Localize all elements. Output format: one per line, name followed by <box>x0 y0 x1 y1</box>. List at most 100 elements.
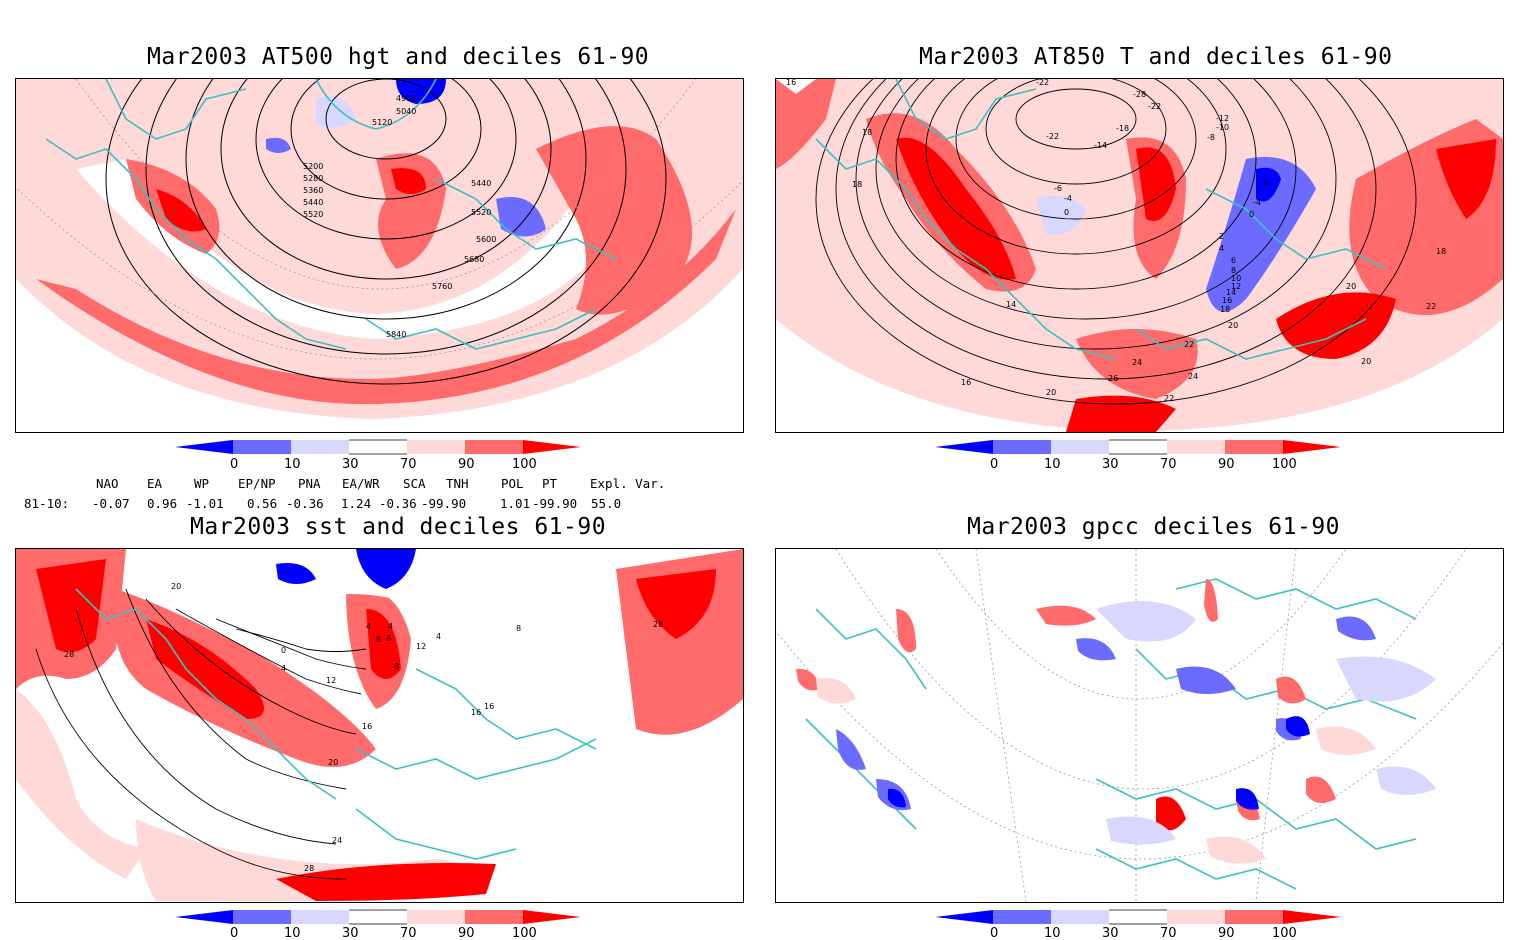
contour-label: 5120 <box>372 118 392 127</box>
colorbar-swatch <box>349 440 407 454</box>
colorbar-tick: 70 <box>1160 926 1177 940</box>
index-header: PT <box>542 476 558 491</box>
colorbar-swatch <box>1283 910 1341 924</box>
contour-label: 22 <box>1164 394 1174 403</box>
contour-label: -12 <box>1216 114 1229 123</box>
contour-label: 4 <box>436 632 441 641</box>
contour-label: 20 <box>1346 282 1356 291</box>
colorbar-tick: 10 <box>284 926 301 940</box>
contour-label: 18 <box>1436 247 1446 256</box>
contour-label: 8 <box>386 634 391 643</box>
index-row-label: 81-10: <box>24 496 70 511</box>
contour-label: 22 <box>1426 302 1436 311</box>
index-header: SCA <box>403 476 426 491</box>
contour-label: 24 <box>1132 358 1142 367</box>
contour-label: 4960 <box>396 94 416 103</box>
colorbar-swatch <box>291 440 349 454</box>
contour-label: 16 <box>362 722 372 731</box>
contour-label: 5360 <box>303 186 323 195</box>
index-value: 1.24 <box>341 496 372 511</box>
contour-label: 12 <box>416 642 426 651</box>
colorbar-tick: 90 <box>1218 457 1235 472</box>
colorbar-swatch <box>465 440 523 454</box>
index-value: 1.01 <box>500 496 531 511</box>
colorbar-tick: 0 <box>990 926 998 940</box>
contour-label: 8 <box>516 624 521 633</box>
colorbar-tick: 100 <box>512 457 537 472</box>
contour-label: -18 <box>1116 124 1129 133</box>
colorbar-t850: 0 10 30 70 90 100 <box>935 439 1355 476</box>
contour-label: 16 <box>786 79 796 87</box>
colorbar-tick: 90 <box>1218 926 1235 940</box>
contour-label: 16 <box>961 378 971 387</box>
colorbar-swatch <box>1109 440 1167 454</box>
contour-label: 0 <box>1249 210 1254 219</box>
contour-label: 5680 <box>464 255 484 264</box>
contour-label: 4 <box>1219 244 1224 253</box>
colorbar-swatch <box>349 910 407 924</box>
contour-label: 24 <box>1188 372 1198 381</box>
colorbar-tick: 100 <box>512 926 537 940</box>
contour-label: 5040 <box>396 107 416 116</box>
colorbar-tick: 0 <box>230 926 238 940</box>
colorbar-swatch <box>291 910 349 924</box>
colorbar-tick: 70 <box>1160 457 1177 472</box>
panel-title-sst: Mar2003 sst and deciles 61-90 <box>190 514 607 540</box>
contour-label: -10 <box>1216 123 1229 132</box>
colorbar-swatch <box>233 440 291 454</box>
contour-label: 18 <box>1220 305 1230 314</box>
panel-title-t850: Mar2003 AT850 T and deciles 61-90 <box>919 44 1393 70</box>
colorbar-tick: 10 <box>284 457 301 472</box>
index-header: EA <box>147 476 163 491</box>
colorbar-tick: 30 <box>342 457 359 472</box>
colorbar-swatch <box>1167 440 1225 454</box>
colorbar-swatch <box>1051 440 1109 454</box>
colorbar-tick: 70 <box>400 926 417 940</box>
index-value: -99.90 <box>532 496 578 511</box>
colorbar-swatch <box>1225 910 1283 924</box>
contour-label: 16 <box>1222 296 1232 305</box>
colorbar-swatch <box>465 910 523 924</box>
index-header: PNA <box>298 476 321 491</box>
colorbar-swatch <box>175 440 233 454</box>
contour-label: 4 <box>366 622 371 631</box>
index-header: WP <box>194 476 210 491</box>
colorbar-swatch <box>993 910 1051 924</box>
colorbar-tick: 30 <box>1102 926 1119 940</box>
contour-label: 28 <box>304 864 314 873</box>
contour-label: -22 <box>1036 79 1049 87</box>
colorbar-tick: 90 <box>458 457 475 472</box>
contour-label: 14 <box>1006 300 1016 309</box>
contour-label: 16 <box>471 708 481 717</box>
contour-label: 12 <box>1231 282 1241 291</box>
colorbar-swatch <box>993 440 1051 454</box>
contour-label: 4 <box>388 622 393 631</box>
contour-label: 28 <box>64 650 74 659</box>
colorbar-swatch <box>175 910 233 924</box>
contour-label: 20 <box>1228 321 1238 330</box>
colorbar-gpcc: 0 10 30 70 90 100 <box>935 909 1355 940</box>
index-header: TNH <box>446 476 469 491</box>
index-header: POL <box>501 476 524 491</box>
contour-label: -6 <box>1261 178 1269 187</box>
colorbar-swatch <box>935 910 993 924</box>
index-value: -99.90 <box>421 496 467 511</box>
colorbar-sst: 0 10 30 70 90 100 <box>175 909 595 940</box>
contour-label: 5200 <box>303 162 323 171</box>
panel-title-z500: Mar2003 AT500 hgt and deciles 61-90 <box>147 44 650 70</box>
colorbar-tick: 10 <box>1044 926 1061 940</box>
colorbar-swatch <box>1167 910 1225 924</box>
contour-label: -22 <box>1148 102 1161 111</box>
colorbar-swatch <box>935 440 993 454</box>
index-header: EP/NP <box>238 476 276 491</box>
colorbar-tick: 10 <box>1044 457 1061 472</box>
contour-label: 20 <box>1361 357 1371 366</box>
contour-label: 5520 <box>471 208 491 217</box>
contour-label: 5520 <box>303 210 323 219</box>
index-header: Expl. Var. <box>590 476 666 491</box>
contour-label: 5840 <box>386 330 406 339</box>
colorbar-tick: 70 <box>400 457 417 472</box>
map-panel-z500: 4960 5040 5120 5200 5280 5360 5440 5520 … <box>15 78 744 433</box>
contour-label: 14 <box>1226 288 1236 297</box>
contour-label: 8 <box>376 635 381 644</box>
